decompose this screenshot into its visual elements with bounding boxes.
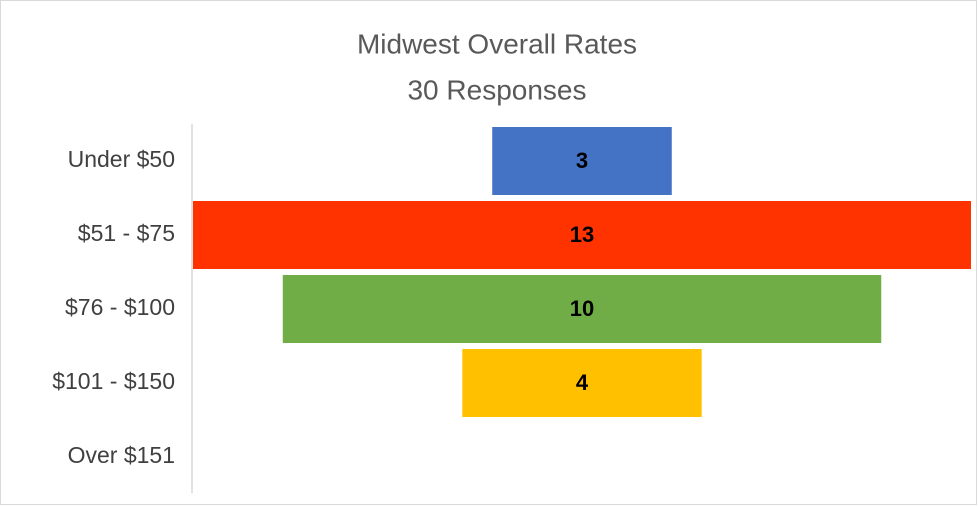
value-label: 4 bbox=[576, 370, 589, 395]
chart-title: Midwest Overall Rates bbox=[357, 28, 637, 59]
funnel-bar bbox=[492, 127, 672, 195]
value-label: 13 bbox=[570, 222, 594, 247]
value-label: 10 bbox=[570, 296, 594, 321]
category-label: $101 - $150 bbox=[52, 368, 175, 394]
category-label: Over $151 bbox=[68, 442, 175, 468]
category-label: Under $50 bbox=[68, 146, 175, 172]
category-label: $51 - $75 bbox=[78, 220, 175, 246]
funnel-bar bbox=[462, 349, 702, 417]
chart-subtitle: 30 Responses bbox=[407, 74, 586, 105]
value-label: 3 bbox=[576, 148, 588, 173]
funnel-bar bbox=[282, 275, 882, 343]
category-label: $76 - $100 bbox=[65, 294, 175, 320]
funnel-bar bbox=[193, 201, 971, 269]
